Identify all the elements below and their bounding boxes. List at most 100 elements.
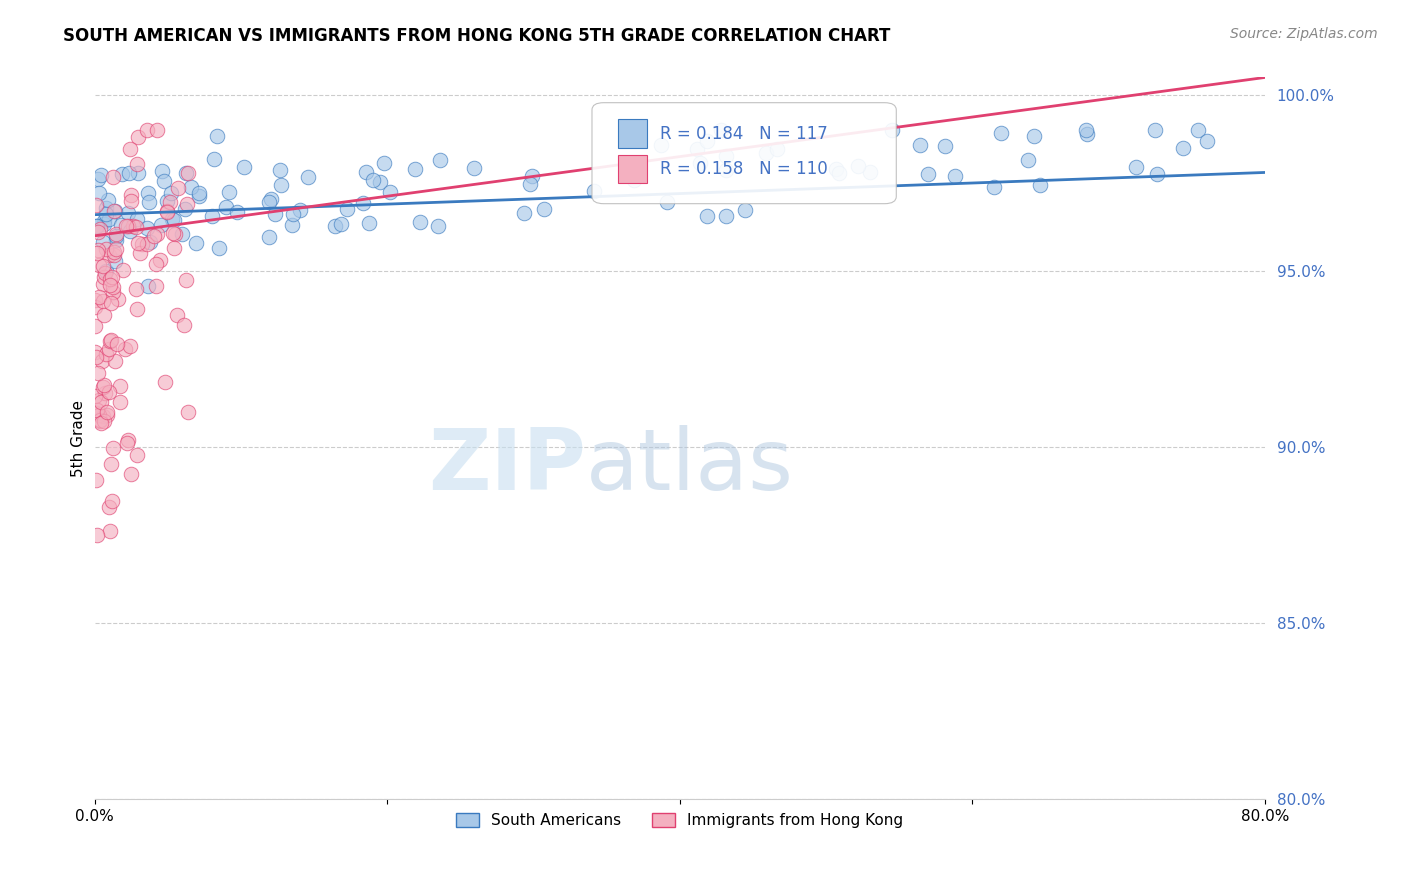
Point (522, 169, 544, 184)
Point (408, 215, 430, 229)
Point (354, 165, 377, 179)
Point (233, 161, 256, 175)
Point (89, 290, 111, 304)
Point (100, 457, 122, 471)
Point (125, 301, 148, 316)
Point (533, 202, 555, 216)
Point (115, 435, 138, 450)
Point (104, 227, 127, 242)
Point (519, 178, 541, 192)
Text: Source: ZipAtlas.com: Source: ZipAtlas.com (1230, 27, 1378, 41)
Point (103, 285, 125, 299)
Point (368, 176, 391, 190)
Point (323, 219, 346, 233)
Point (163, 213, 186, 227)
Point (176, 166, 198, 180)
Point (156, 205, 179, 219)
Point (257, 194, 280, 209)
Point (91, 277, 114, 291)
Point (114, 342, 136, 356)
Point (89, 414, 111, 428)
Point (270, 178, 292, 193)
Point (91, 380, 114, 394)
Point (87, 392, 110, 407)
Point (176, 197, 198, 211)
Point (118, 142, 141, 156)
Point (93, 293, 115, 308)
Point (125, 220, 148, 235)
Point (87, 408, 110, 422)
Text: R = 0.158   N = 110: R = 0.158 N = 110 (659, 160, 828, 178)
Point (623, 172, 645, 186)
Point (93, 308, 115, 322)
Point (91, 259, 114, 273)
Point (1074, 123, 1097, 137)
Point (90, 394, 112, 409)
Point (201, 209, 224, 223)
Point (429, 153, 451, 167)
Point (110, 219, 132, 233)
Point (173, 202, 195, 216)
Point (734, 202, 756, 217)
Point (162, 226, 184, 240)
Point (689, 156, 711, 170)
Text: atlas: atlas (586, 425, 794, 508)
Point (215, 200, 238, 214)
Point (114, 219, 136, 233)
Text: R = 0.184   N = 117: R = 0.184 N = 117 (659, 125, 828, 143)
Point (714, 163, 737, 178)
Point (84, 301, 107, 315)
Point (101, 280, 124, 294)
Point (135, 123, 157, 137)
Point (257, 229, 280, 244)
Point (84, 318, 107, 333)
Point (378, 185, 401, 199)
Point (104, 354, 127, 368)
Point (93, 378, 115, 392)
Point (1171, 141, 1194, 155)
Point (84, 350, 107, 364)
Point (167, 181, 190, 195)
Point (859, 165, 882, 179)
Point (1029, 178, 1052, 192)
Point (93, 413, 115, 427)
Point (96, 264, 118, 278)
Point (427, 219, 450, 233)
Point (125, 448, 148, 462)
Point (156, 203, 179, 218)
Point (87, 171, 110, 186)
Point (97, 500, 120, 514)
Point (100, 296, 122, 310)
Point (205, 128, 228, 143)
Point (150, 218, 173, 232)
Legend: South Americans, Immigrants from Hong Kong: South Americans, Immigrants from Hong Ko… (450, 807, 910, 835)
Point (149, 252, 172, 267)
Point (765, 142, 787, 156)
Point (103, 245, 125, 260)
Point (105, 336, 128, 351)
Point (188, 186, 211, 200)
Point (908, 138, 931, 153)
Point (100, 494, 122, 508)
Point (86, 245, 108, 260)
Point (87, 225, 110, 239)
Point (846, 159, 869, 173)
Point (512, 206, 534, 220)
Point (84, 389, 107, 403)
Point (1144, 123, 1167, 137)
Point (288, 203, 311, 218)
Point (96, 405, 118, 419)
Point (145, 257, 167, 271)
Point (84, 473, 107, 487)
Point (86, 403, 108, 417)
Point (136, 220, 159, 235)
Point (107, 292, 129, 306)
Point (156, 194, 179, 208)
Point (135, 237, 157, 252)
Point (145, 279, 167, 293)
Point (100, 333, 122, 347)
Point (173, 318, 195, 332)
Point (177, 405, 200, 419)
Point (983, 179, 1005, 194)
Point (103, 169, 125, 184)
